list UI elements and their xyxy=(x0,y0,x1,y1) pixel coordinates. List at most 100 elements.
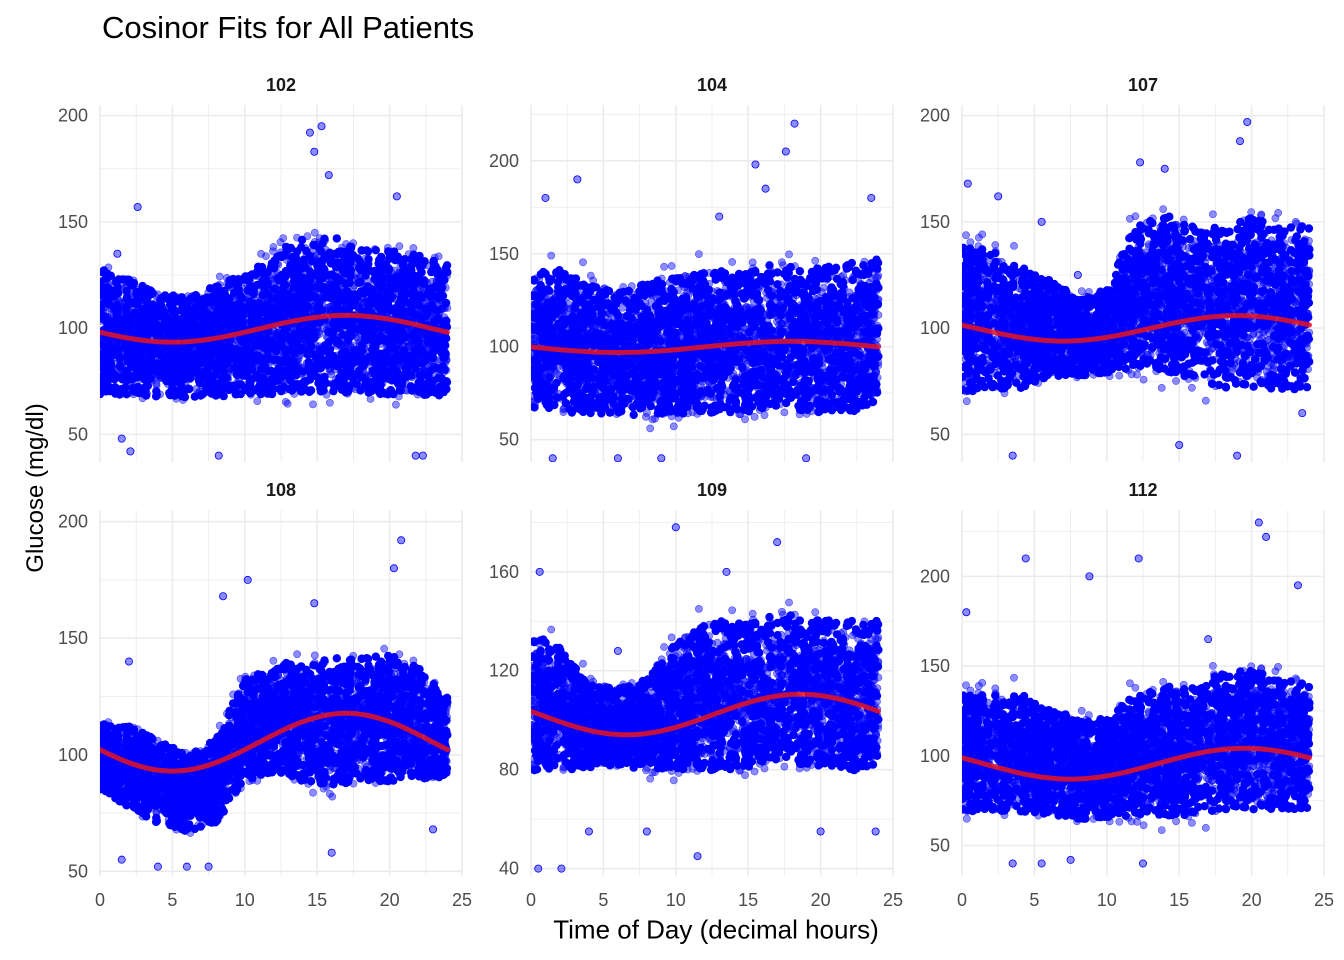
data-point xyxy=(345,352,355,361)
data-point-outlier xyxy=(411,451,420,460)
data-point xyxy=(277,387,286,396)
data-point xyxy=(231,390,240,399)
data-point xyxy=(279,234,288,242)
data-point xyxy=(407,304,416,313)
data-point xyxy=(143,330,152,340)
data-point xyxy=(411,311,420,320)
data-point xyxy=(193,324,202,333)
data-point xyxy=(313,258,323,267)
data-point xyxy=(325,398,334,407)
data-point xyxy=(237,337,247,346)
data-point xyxy=(377,321,386,330)
data-point xyxy=(106,292,115,301)
data-point xyxy=(410,345,420,354)
data-point xyxy=(219,391,228,401)
data-point xyxy=(382,283,391,292)
data-point xyxy=(269,243,278,251)
data-point xyxy=(259,282,269,292)
data-point xyxy=(134,382,143,392)
y-tick-label: 200 xyxy=(489,151,519,171)
data-point-outlier xyxy=(113,249,122,258)
data-point xyxy=(394,377,404,386)
data-point xyxy=(344,336,353,345)
data-point xyxy=(234,277,243,287)
data-point xyxy=(224,354,233,364)
data-point xyxy=(104,300,114,309)
data-point xyxy=(430,388,440,397)
data-point xyxy=(141,311,151,321)
chart-title: Cosinor Fits for All Patients xyxy=(102,10,474,46)
data-point xyxy=(216,288,226,297)
data-point xyxy=(325,248,334,257)
data-point xyxy=(211,363,220,372)
data-point xyxy=(152,331,162,340)
data-point xyxy=(255,381,264,390)
data-point xyxy=(304,366,314,376)
data-point xyxy=(424,338,433,347)
data-point xyxy=(385,358,394,367)
data-point xyxy=(291,292,300,301)
data-point xyxy=(261,365,270,374)
data-point xyxy=(219,307,228,316)
data-point xyxy=(355,257,365,266)
data-point xyxy=(309,400,317,409)
data-point-outlier xyxy=(133,202,142,211)
data-point xyxy=(336,317,346,326)
data-point xyxy=(370,274,379,283)
data-point xyxy=(304,345,313,355)
data-point xyxy=(297,235,307,245)
data-point xyxy=(347,242,356,251)
data-point xyxy=(122,287,131,296)
data-point xyxy=(195,378,204,388)
data-point xyxy=(306,267,315,277)
data-point-outlier xyxy=(418,451,427,460)
data-point xyxy=(338,360,347,369)
data-point xyxy=(409,281,418,290)
data-point xyxy=(400,346,409,355)
data-point xyxy=(438,318,448,328)
data-point xyxy=(429,283,438,292)
data-point xyxy=(323,290,332,299)
data-point xyxy=(393,252,402,261)
data-point xyxy=(398,258,408,267)
data-point xyxy=(126,314,136,324)
panel-strip-label: 102 xyxy=(266,75,296,95)
data-point xyxy=(335,382,344,391)
data-point xyxy=(104,376,113,385)
data-point-outlier xyxy=(214,451,223,460)
data-point xyxy=(117,320,126,330)
data-point xyxy=(309,240,318,250)
data-point xyxy=(344,305,354,314)
data-point xyxy=(339,352,348,362)
data-point xyxy=(239,347,248,356)
data-point xyxy=(329,319,338,328)
data-point xyxy=(308,292,317,301)
data-point xyxy=(375,255,384,265)
data-point xyxy=(404,266,413,275)
data-point xyxy=(239,368,248,377)
data-point xyxy=(387,367,396,376)
data-point xyxy=(173,377,183,387)
data-point xyxy=(441,298,451,308)
data-point xyxy=(432,292,441,302)
data-point xyxy=(147,287,156,297)
y-tick-label: 150 xyxy=(58,212,88,232)
data-point xyxy=(278,289,287,298)
data-point xyxy=(254,315,263,324)
data-point xyxy=(579,258,587,267)
data-point xyxy=(133,369,143,378)
data-point xyxy=(423,289,432,299)
data-point xyxy=(391,400,400,409)
data-point xyxy=(225,299,234,308)
data-point xyxy=(279,283,288,292)
scatter-points xyxy=(531,119,883,462)
data-point xyxy=(443,268,452,277)
data-point xyxy=(269,247,277,256)
data-point xyxy=(172,297,182,306)
data-point xyxy=(257,265,266,274)
data-point xyxy=(427,267,436,277)
data-point xyxy=(256,389,265,399)
data-point xyxy=(292,382,301,392)
data-point xyxy=(169,355,178,364)
